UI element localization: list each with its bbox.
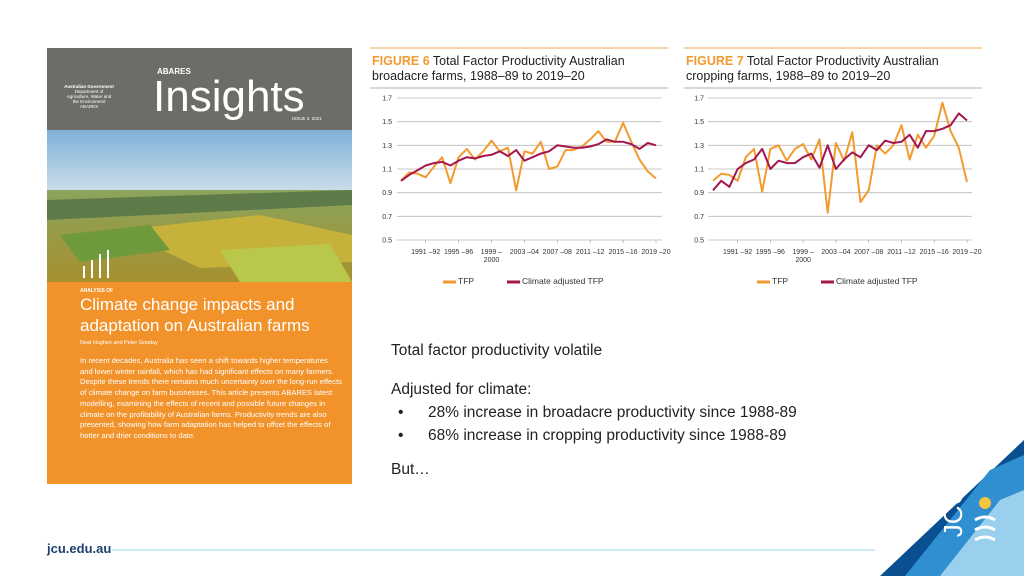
y-tick-label: 1.5 [694,119,704,126]
cover-authors: Neal Hughes and Peter Gooday [80,340,158,346]
logo-waves [974,515,996,542]
series-line [712,112,968,191]
x-tick-label: 2015 –16 [608,249,638,256]
y-tick-label: 1.3 [694,143,704,150]
bullet-list: 28% increase in broadacre productivity s… [391,401,891,447]
cover-issue: ISSUE 3, 2021 [292,116,322,121]
cover-panel [47,282,352,484]
cover-abstract: In recent decades, Australia has seen a … [80,356,342,440]
figure-heading: FIGURE 6 Total Factor Productivity Austr… [372,54,664,84]
x-tick-label: 1999 –2000 [792,249,814,264]
y-tick-label: 1.7 [694,96,704,103]
x-tick-label: 2011 –12 [575,249,605,256]
footer-url: jcu.edu.au [47,541,112,556]
series-line [400,138,657,182]
cover-department: Department of Agriculture, Water and the… [66,89,112,104]
cover-agency: ABARES [79,104,99,109]
x-tick-label: 2003 –04 [821,249,851,256]
logo-text: JCU [938,487,968,538]
legend-label: TFP [458,276,475,286]
legend-label: Climate adjusted TFP [836,276,918,286]
x-tick-label: 2003 –04 [509,249,539,256]
series-line [712,101,968,214]
logo-shape [905,455,1024,576]
figure-title: Total Factor Productivity Australian bro… [372,54,625,83]
bullet: 28% increase in broadacre productivity s… [398,401,891,424]
y-tick-label: 0.5 [694,238,704,245]
x-tick-label: 2007 –08 [854,249,884,256]
figure-label: FIGURE 6 [372,54,430,68]
subheading: Adjusted for climate: [391,381,532,398]
y-tick-label: 1.1 [694,167,704,174]
x-tick-label: 2011 –12 [887,249,916,256]
y-tick-label: 0.9 [382,190,392,197]
x-tick-label: 2019 –20 [641,249,671,256]
y-tick-label: 0.7 [382,214,392,221]
cover-hills [47,190,352,220]
logo-sun [979,497,991,509]
x-tick-label: 1995 –96 [755,249,785,256]
y-tick-label: 0.9 [694,190,704,197]
cover-brand: ABARES [157,67,191,76]
cover-kicker: ANALYSIS OF [80,288,114,294]
cover-gov: Australian Government Department of Agri… [64,84,114,109]
figure-label: FIGURE 7 [686,54,744,68]
y-tick-label: 0.5 [382,238,392,245]
legend-label: Climate adjusted TFP [522,276,604,286]
y-tick-label: 1.3 [382,143,392,150]
x-tick-label: 2015 –16 [919,249,949,256]
x-tick-label: 2007 –08 [542,249,572,256]
x-tick-label: 1991 –92 [722,249,753,256]
y-tick-label: 1.7 [382,96,392,103]
cover-sky [47,130,352,195]
cover-crop [60,225,170,262]
x-tick-label: 1991 –92 [411,249,441,256]
legend-label: TFP [772,276,789,286]
x-tick-label: 1995 –96 [443,249,474,256]
cover-government: Australian Government [64,84,114,89]
figure-heading: FIGURE 7 Total Factor Productivity Austr… [686,54,978,84]
x-tick-label: 1999 –2000 [480,249,503,264]
closing: But… [391,461,430,478]
y-tick-label: 0.7 [694,214,704,221]
series-line [400,121,657,192]
text-block: Adjusted for climate: 28% increase in br… [391,378,891,447]
logo-shape [940,490,1024,576]
cover-crop [220,244,352,282]
figure-title: Total Factor Productivity Australian cro… [686,54,939,83]
cover-icon [83,250,109,278]
cover-series: Insights [153,72,305,121]
y-tick-label: 1.5 [382,119,392,126]
x-tick-label: 2019 –20 [952,249,982,256]
bullet: 68% increase in cropping productivity si… [398,424,891,447]
cover-band [47,48,352,130]
cover-title: Climate change impacts and adaptation on… [80,295,310,335]
heading: Total factor productivity volatile [391,342,603,359]
y-tick-label: 1.1 [382,167,392,174]
